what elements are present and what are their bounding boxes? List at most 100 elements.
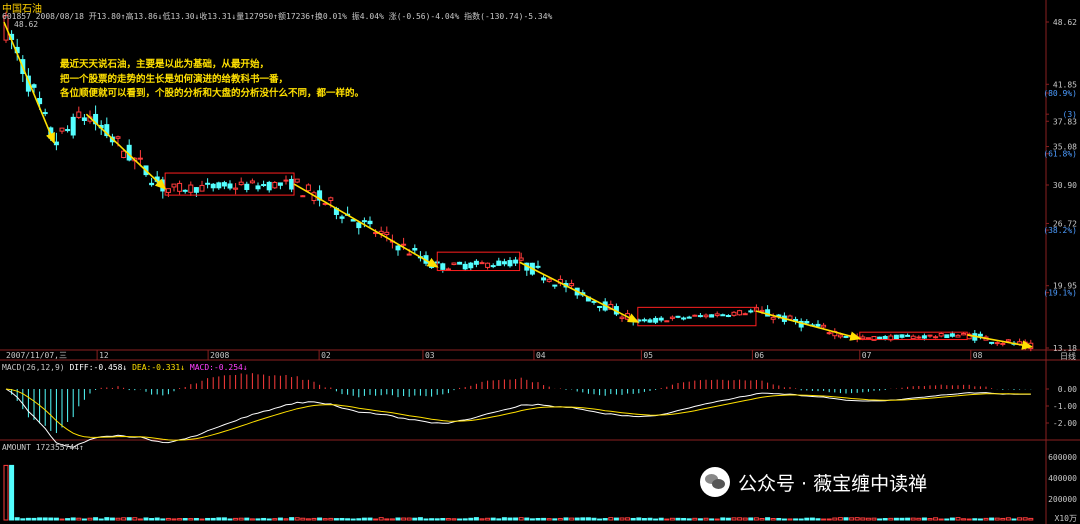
amount-bar <box>938 518 944 521</box>
amount-bar <box>1022 517 1028 521</box>
amount-bar <box>496 518 502 521</box>
amount-bar <box>899 517 905 521</box>
candle-body <box>865 337 871 340</box>
amount-bar <box>389 518 395 521</box>
candle-body <box>1005 339 1011 342</box>
amount-bar <box>76 517 82 521</box>
candle-body <box>748 310 754 313</box>
amount-bar <box>664 518 670 521</box>
candle-body <box>815 323 821 327</box>
amount-bar <box>518 517 524 521</box>
candle-body <box>804 321 810 324</box>
amount-unit-label: X10万 <box>1055 514 1077 523</box>
amount-bar <box>188 518 194 521</box>
candle-body <box>294 178 300 183</box>
candle-body <box>933 336 939 339</box>
candle-body <box>877 336 883 340</box>
candle-body <box>703 314 709 318</box>
amount-bar <box>233 517 239 521</box>
amount-bar <box>557 517 563 521</box>
candle-body <box>938 333 944 337</box>
amount-bar <box>815 518 821 521</box>
amount-bar <box>468 517 474 521</box>
candle-body <box>871 336 877 341</box>
price-axis-label: 48.62 <box>1053 18 1077 27</box>
amount-bar <box>1000 517 1006 521</box>
trend-arrow <box>967 334 1034 350</box>
macd-value: MACD:-0.254↓ <box>189 363 248 372</box>
price-axis-label: 30.90 <box>1053 181 1077 190</box>
amount-bar <box>412 517 418 521</box>
amount-bar <box>401 517 407 521</box>
candle-body <box>266 181 272 191</box>
time-axis-label: 02 <box>321 351 331 360</box>
amount-bar <box>731 517 737 521</box>
amount-bar <box>429 518 435 521</box>
price-axis-label: 35.08 <box>1053 143 1077 152</box>
amount-bar <box>787 518 793 521</box>
amount-bar <box>1017 517 1023 521</box>
candle-body <box>720 314 726 317</box>
time-axis-label: 04 <box>536 351 546 360</box>
amount-bar <box>37 517 43 521</box>
amount-bar <box>294 517 300 521</box>
candle-body <box>541 277 547 281</box>
amount-bar <box>709 518 715 521</box>
candle-body <box>1000 342 1006 345</box>
candle-body <box>149 182 155 186</box>
amount-bar <box>613 517 619 521</box>
amount-bar <box>160 518 166 521</box>
amount-bar <box>48 517 54 521</box>
amount-bar <box>457 518 463 521</box>
amount-bar <box>272 518 278 521</box>
amount-bar <box>59 518 65 521</box>
amount-bar <box>149 518 155 521</box>
amount-bar <box>216 517 222 521</box>
amount-bar <box>849 517 855 521</box>
candle-body <box>821 324 827 328</box>
price-axis-label: (61.8%) <box>1043 150 1077 159</box>
period-label: 日线 <box>1060 351 1076 361</box>
amount-bar <box>132 517 138 521</box>
amount-bar <box>871 517 877 521</box>
amount-bar <box>93 517 99 521</box>
candle-body <box>681 317 687 320</box>
candle-body <box>837 334 843 338</box>
amount-bar <box>199 518 205 521</box>
amount-bar <box>104 517 110 521</box>
watermark: 公众号 · 薇宝缠中读禅 <box>700 467 927 497</box>
amount-bar <box>283 518 289 521</box>
amount-bar <box>479 518 485 521</box>
trend-arrow <box>755 310 862 341</box>
amount-bar <box>126 517 132 521</box>
candle-body <box>406 253 412 256</box>
candle-body <box>171 183 177 188</box>
amount-bar <box>529 518 535 521</box>
candle-body <box>977 333 983 337</box>
candle-body <box>305 184 311 192</box>
candle-body <box>501 261 507 265</box>
candle-body <box>893 334 899 340</box>
candle-body <box>59 127 65 132</box>
candle-body <box>725 315 731 318</box>
amount-bar <box>53 517 59 521</box>
candle-body <box>686 316 692 319</box>
amount-bar <box>753 517 759 521</box>
amount-bar <box>854 517 860 521</box>
candle-body <box>692 314 698 317</box>
amount-bar <box>317 517 323 521</box>
macd-dea-line <box>5 388 1031 441</box>
amount-bar <box>927 518 933 521</box>
candle-body <box>731 311 737 316</box>
trend-arrow <box>3 21 55 145</box>
time-axis-label: 05 <box>643 351 653 360</box>
amount-bar <box>87 517 93 521</box>
candle-body <box>468 262 474 269</box>
annotation-line: 把一个股票的走势的生长是如何演进的给教科书一番， <box>60 73 289 85</box>
amount-bar <box>490 517 496 521</box>
amount-bar <box>121 517 127 521</box>
candle-body <box>709 314 715 318</box>
amount-bar <box>725 517 731 521</box>
amount-bar <box>966 518 972 521</box>
